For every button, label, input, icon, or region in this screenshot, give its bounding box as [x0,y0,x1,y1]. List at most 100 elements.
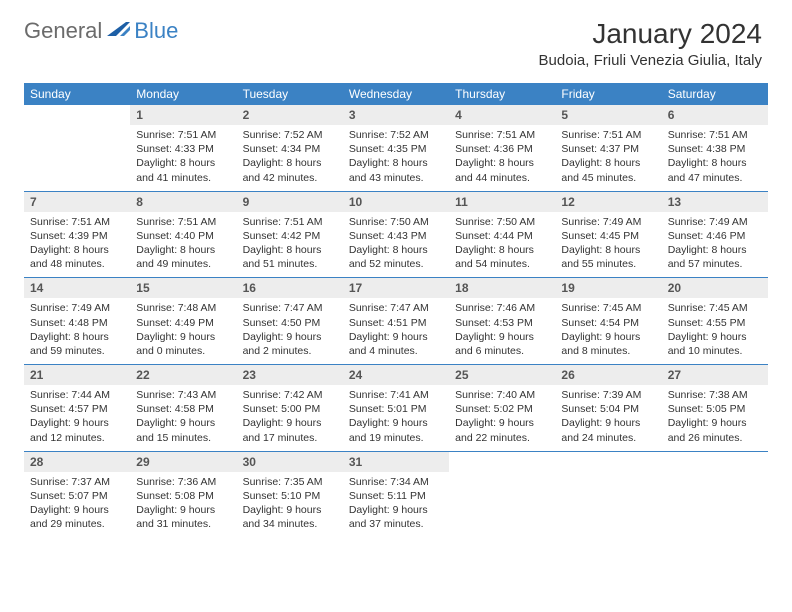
day-detail-line: and 55 minutes. [561,257,655,271]
day-detail-line: Sunrise: 7:49 AM [668,215,762,229]
dow-wednesday: Wednesday [343,83,449,105]
day-number: 2 [237,105,343,125]
title-block: January 2024 Budoia, Friuli Venezia Giul… [539,18,762,69]
day-detail-line: Sunrise: 7:47 AM [243,301,337,315]
dow-monday: Monday [130,83,236,105]
day-detail-line: Daylight: 9 hours [136,503,230,517]
day-detail-line: Daylight: 9 hours [136,416,230,430]
day-detail-line: and 26 minutes. [668,431,762,445]
day-cell: 19Sunrise: 7:45 AMSunset: 4:54 PMDayligh… [555,278,661,364]
day-detail-line: and 22 minutes. [455,431,549,445]
logo-swoosh-icon [106,20,132,43]
day-number: 6 [662,105,768,125]
day-cell: 27Sunrise: 7:38 AMSunset: 5:05 PMDayligh… [662,365,768,451]
day-detail-line: Sunset: 4:36 PM [455,142,549,156]
day-detail-line: and 17 minutes. [243,431,337,445]
day-details: Sunrise: 7:52 AMSunset: 4:35 PMDaylight:… [343,125,449,191]
day-detail-line: Daylight: 8 hours [243,156,337,170]
day-number: 13 [662,192,768,212]
day-number: 19 [555,278,661,298]
day-detail-line: Daylight: 9 hours [668,416,762,430]
day-details: Sunrise: 7:37 AMSunset: 5:07 PMDaylight:… [24,472,130,538]
day-details: Sunrise: 7:50 AMSunset: 4:44 PMDaylight:… [449,212,555,278]
day-details: Sunrise: 7:51 AMSunset: 4:38 PMDaylight:… [662,125,768,191]
day-number: 1 [130,105,236,125]
day-details: Sunrise: 7:49 AMSunset: 4:45 PMDaylight:… [555,212,661,278]
day-detail-line: Daylight: 9 hours [349,416,443,430]
day-detail-line: Daylight: 9 hours [243,330,337,344]
day-number: 26 [555,365,661,385]
day-detail-line: and 19 minutes. [349,431,443,445]
day-cell [449,452,555,538]
day-detail-line: Sunrise: 7:52 AM [349,128,443,142]
dow-sunday: Sunday [24,83,130,105]
day-detail-line: Sunset: 5:00 PM [243,402,337,416]
dow-saturday: Saturday [662,83,768,105]
day-cell: 17Sunrise: 7:47 AMSunset: 4:51 PMDayligh… [343,278,449,364]
day-detail-line: Sunset: 5:01 PM [349,402,443,416]
day-detail-line: Sunrise: 7:43 AM [136,388,230,402]
day-number: 23 [237,365,343,385]
day-detail-line: Sunrise: 7:51 AM [455,128,549,142]
day-cell: 24Sunrise: 7:41 AMSunset: 5:01 PMDayligh… [343,365,449,451]
day-detail-line: Sunset: 5:07 PM [30,489,124,503]
day-number: 16 [237,278,343,298]
day-of-week-header: Sunday Monday Tuesday Wednesday Thursday… [24,83,768,105]
week-row: 14Sunrise: 7:49 AMSunset: 4:48 PMDayligh… [24,277,768,364]
day-detail-line: Daylight: 8 hours [30,243,124,257]
day-number: 7 [24,192,130,212]
day-detail-line: Sunset: 4:57 PM [30,402,124,416]
day-detail-line: and 42 minutes. [243,171,337,185]
day-detail-line: and 0 minutes. [136,344,230,358]
day-detail-line: Daylight: 9 hours [30,416,124,430]
day-number: 18 [449,278,555,298]
day-detail-line: Sunrise: 7:50 AM [349,215,443,229]
day-detail-line: Daylight: 9 hours [243,416,337,430]
day-detail-line: and 37 minutes. [349,517,443,531]
day-cell: 3Sunrise: 7:52 AMSunset: 4:35 PMDaylight… [343,105,449,191]
day-detail-line: Daylight: 9 hours [455,330,549,344]
day-detail-line: Sunrise: 7:50 AM [455,215,549,229]
day-detail-line: and 8 minutes. [561,344,655,358]
day-detail-line: and 6 minutes. [455,344,549,358]
logo: General Blue [24,18,178,44]
day-detail-line: Sunset: 4:43 PM [349,229,443,243]
day-detail-line: Sunrise: 7:34 AM [349,475,443,489]
dow-friday: Friday [555,83,661,105]
day-detail-line: Sunset: 4:39 PM [30,229,124,243]
month-title: January 2024 [539,18,762,50]
day-detail-line: and 34 minutes. [243,517,337,531]
day-detail-line: Daylight: 8 hours [455,243,549,257]
day-detail-line: Sunset: 5:02 PM [455,402,549,416]
day-number: 21 [24,365,130,385]
day-cell: 13Sunrise: 7:49 AMSunset: 4:46 PMDayligh… [662,192,768,278]
day-detail-line: Sunrise: 7:35 AM [243,475,337,489]
day-cell: 25Sunrise: 7:40 AMSunset: 5:02 PMDayligh… [449,365,555,451]
day-detail-line: and 52 minutes. [349,257,443,271]
day-detail-line: Daylight: 8 hours [561,243,655,257]
day-detail-line: Daylight: 9 hours [30,503,124,517]
day-details: Sunrise: 7:51 AMSunset: 4:37 PMDaylight:… [555,125,661,191]
day-detail-line: Daylight: 8 hours [136,243,230,257]
day-cell: 6Sunrise: 7:51 AMSunset: 4:38 PMDaylight… [662,105,768,191]
day-details: Sunrise: 7:51 AMSunset: 4:40 PMDaylight:… [130,212,236,278]
day-detail-line: and 24 minutes. [561,431,655,445]
day-details: Sunrise: 7:36 AMSunset: 5:08 PMDaylight:… [130,472,236,538]
day-cell: 26Sunrise: 7:39 AMSunset: 5:04 PMDayligh… [555,365,661,451]
day-detail-line: and 4 minutes. [349,344,443,358]
day-detail-line: Sunset: 4:40 PM [136,229,230,243]
day-number: 4 [449,105,555,125]
day-details: Sunrise: 7:51 AMSunset: 4:39 PMDaylight:… [24,212,130,278]
day-detail-line: and 59 minutes. [30,344,124,358]
day-cell: 15Sunrise: 7:48 AMSunset: 4:49 PMDayligh… [130,278,236,364]
week-row: 7Sunrise: 7:51 AMSunset: 4:39 PMDaylight… [24,191,768,278]
day-cell: 4Sunrise: 7:51 AMSunset: 4:36 PMDaylight… [449,105,555,191]
day-detail-line: Sunset: 4:54 PM [561,316,655,330]
day-detail-line: Daylight: 9 hours [455,416,549,430]
day-detail-line: and 41 minutes. [136,171,230,185]
day-detail-line: Sunset: 4:46 PM [668,229,762,243]
day-detail-line: Sunrise: 7:51 AM [668,128,762,142]
day-detail-line: and 45 minutes. [561,171,655,185]
day-cell: 10Sunrise: 7:50 AMSunset: 4:43 PMDayligh… [343,192,449,278]
week-row: 21Sunrise: 7:44 AMSunset: 4:57 PMDayligh… [24,364,768,451]
